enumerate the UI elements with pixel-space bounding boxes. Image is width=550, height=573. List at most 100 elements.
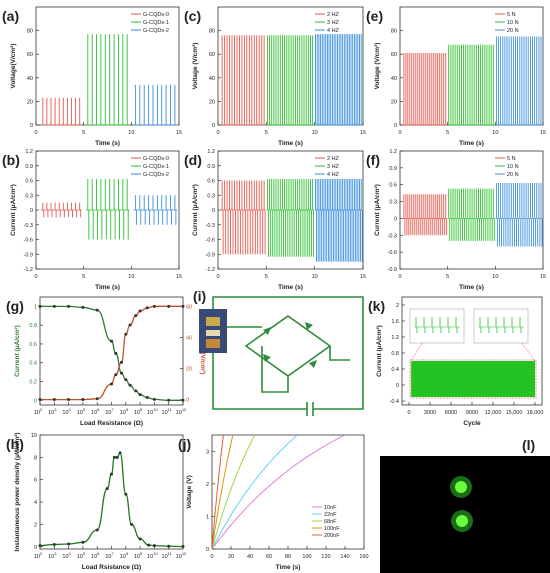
panel-e: (e) Time (s) Voltage (V/cm²) 0 5 10 15 0 20 40 60 8… [366, 6, 546, 147]
legend-label: G-CQDs-1 [143, 20, 169, 26]
y-axis-label: Current (μA/cm²) [192, 184, 199, 236]
series-pulses-2 [495, 183, 543, 247]
data-point [130, 522, 134, 526]
panel-i: (i) [193, 288, 364, 416]
data-point [114, 351, 118, 355]
x-tick-label: 120 [321, 554, 330, 560]
legend-label: 10 N [507, 164, 519, 170]
y-tick-label: 0.8 [29, 323, 37, 329]
y-tick-label: 4 [34, 500, 37, 506]
x-tick-exponent: 6 [97, 407, 100, 412]
x-tick-exponent: 8 [126, 407, 129, 412]
x-tick-label: 0 [34, 130, 37, 136]
data-point [118, 451, 122, 455]
data-point [152, 397, 156, 401]
cycle-band-outline [409, 359, 537, 399]
y-tick-label: 2 [34, 522, 37, 528]
x-tick-exponent: 6 [97, 551, 100, 556]
panel-label: (a) [2, 8, 19, 24]
panel-label: (f) [366, 152, 380, 168]
x-tick-exponent: 11 [168, 551, 173, 556]
legend-label: 200nF [324, 533, 340, 539]
y-tick-label: -1.2 [24, 267, 33, 273]
y-tick-label: 1 [206, 514, 209, 520]
x-tick-label: 108 [120, 551, 129, 560]
y-tick-label: 2 [206, 482, 209, 488]
series-pulses-1 [87, 34, 128, 125]
data-point [115, 455, 119, 459]
x-tick-label: 102 [34, 407, 43, 416]
zoom-connector [521, 342, 536, 362]
x-tick-label: 102 [34, 551, 43, 560]
legend-label: 20 N [507, 28, 519, 34]
x-tick-label: 107 [105, 551, 114, 560]
x-tick-exponent: 3 [54, 407, 57, 412]
data-point [128, 383, 132, 387]
x-tick-label: 105 [77, 407, 86, 416]
x-tick-label: 160 [359, 554, 368, 560]
cycle-band [411, 361, 535, 397]
x-tick-label: 15 [540, 274, 546, 280]
x-tick-exponent: 10 [153, 551, 158, 556]
y-axis-label: Instantaneous power density (μW/cm²) [14, 432, 21, 551]
series-line-0 [211, 434, 346, 550]
x-tick-label: 15,000 [506, 410, 523, 416]
x-tick-label: 103 [48, 551, 57, 560]
fluorescent-core-bottom [456, 515, 468, 527]
diode-symbols [263, 322, 317, 368]
y-tick-label: 0.3 [207, 193, 215, 199]
x-tick-label: 60 [266, 554, 272, 560]
y-tick-label: 0.9 [389, 166, 397, 172]
x-tick-label: 15 [176, 274, 182, 280]
series-pulses-1 [266, 179, 315, 257]
inset-end-pulses [479, 317, 522, 333]
panel-j: (j)Time (s)Voltage (V)0 20 40 60 80 100 120 140… [178, 434, 369, 571]
y-tick-label: -0.6 [206, 238, 215, 244]
y-tick-label: 0 [30, 123, 33, 129]
y-axis-label: Current (μA/cm²) [10, 184, 17, 236]
x-axis-label: Load Rsistance (Ω) [82, 564, 141, 571]
x-tick-label: 1011 [162, 551, 173, 560]
x-tick-label: 6000 [445, 410, 457, 416]
x-tick-exponent: 2 [40, 407, 43, 412]
fluorescent-core-top [455, 481, 467, 493]
x-tick-label: 1010 [147, 407, 158, 416]
bridge-rectifier-circuit [212, 296, 364, 416]
y-tick-label: 0.6 [25, 179, 33, 185]
panel-label-i: (i) [193, 288, 206, 304]
panel-label: (g) [6, 298, 24, 314]
legend-label: 5 N [507, 12, 516, 18]
y-tick-label: 60 [27, 52, 33, 58]
x-tick-label: 103 [48, 407, 57, 416]
panel-label: (k) [368, 298, 385, 314]
y2-tick-label: 0 [186, 398, 189, 404]
series-pulses-0 [403, 194, 448, 236]
y-tick-label: 0.9 [25, 164, 33, 170]
x-tick-label: 1010 [147, 551, 158, 560]
x-axis-label: Time (s) [459, 140, 484, 147]
zoom-connector [410, 342, 423, 362]
plot-frame [39, 296, 184, 406]
data-point [95, 528, 99, 532]
y-tick-label: 0.9 [207, 164, 215, 170]
series-pulses-0 [221, 180, 266, 255]
x-tick-label: 5 [446, 274, 449, 280]
x-tick-label: 108 [120, 407, 129, 416]
x-axis-label: Time (s) [95, 284, 120, 291]
y-axis-label: Voltage (V) [186, 475, 193, 508]
data-point [52, 304, 56, 308]
x-tick-label: 15 [176, 130, 182, 136]
panel-f: (f) Time (s) Current (μA/cm²) 0 5 10 15 -0.9 -0.… [366, 149, 546, 291]
series-line-1 [211, 434, 298, 550]
y-tick-label: -0.6 [24, 238, 33, 244]
data-point [181, 304, 185, 308]
data-point [67, 398, 71, 402]
y2-tick-label: 20 [186, 366, 192, 372]
y-tick-label: 80 [209, 29, 215, 35]
legend-label: 4 HZ [327, 28, 340, 34]
data-point [112, 455, 116, 459]
data-point [147, 543, 151, 547]
x-axis-label: Time (s) [95, 140, 120, 147]
x-axis-label: Time (s) [459, 284, 484, 291]
